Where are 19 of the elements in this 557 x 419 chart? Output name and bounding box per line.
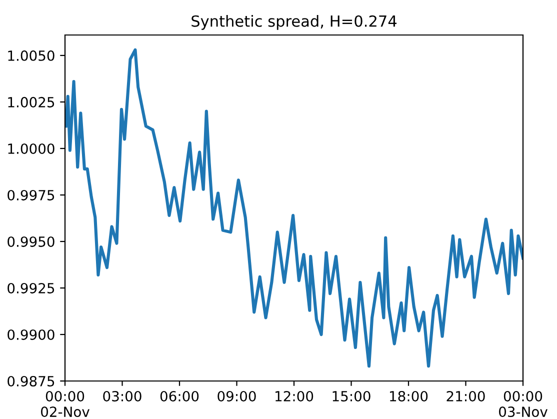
x-tick-label: 12:00 xyxy=(276,390,314,402)
chart-title: Synthetic spread, H=0.274 xyxy=(192,15,397,30)
y-tick-label: 0.9975 xyxy=(8,190,54,200)
line-series xyxy=(65,48,523,368)
y-tick-label: 0.9950 xyxy=(8,236,54,247)
x-tick-label: 00:00 03-Nov xyxy=(499,390,548,418)
y-tick-label: 0.9875 xyxy=(8,376,54,386)
y-tick-label: 1.0000 xyxy=(8,143,54,154)
x-tick-label: 15:00 xyxy=(332,390,370,402)
x-tick-label: 00:00 02-Nov xyxy=(41,390,90,418)
x-tick-label: 09:00 xyxy=(218,390,256,402)
x-tick-label: 18:00 xyxy=(390,390,428,402)
y-tick-label: 1.0025 xyxy=(8,96,54,108)
y-tick-label: 0.9900 xyxy=(8,329,54,340)
x-tick-label: 03:00 xyxy=(103,390,142,402)
x-tick-label: 06:00 xyxy=(160,390,199,402)
y-tick-label: 0.9925 xyxy=(8,282,54,294)
y-tick-label: 1.0050 xyxy=(8,50,54,61)
x-tick-label: 21:00 xyxy=(446,390,485,402)
